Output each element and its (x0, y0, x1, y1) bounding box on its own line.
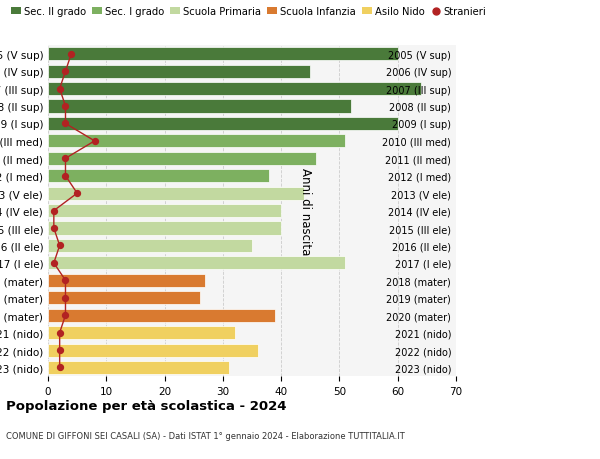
Bar (48, 135, 345, 148)
Point (55, 86, 64, 93)
Point (49, 207, 59, 215)
Bar (48, 118, 398, 131)
Bar (48, 187, 304, 200)
Point (61, 173, 70, 180)
Text: Popolazione per età scolastica - 2024: Popolazione per età scolastica - 2024 (6, 399, 287, 412)
Point (67, 51, 76, 58)
Point (61, 277, 70, 285)
Bar (48, 291, 200, 305)
Bar (48, 48, 398, 61)
Bar (48, 83, 421, 96)
Point (55, 347, 64, 354)
Bar (48, 344, 258, 357)
Point (55, 329, 64, 336)
Point (49, 260, 59, 267)
Point (90, 138, 100, 145)
Legend: Sec. II grado, Sec. I grado, Scuola Primaria, Scuola Infanzia, Asilo Nido, Stran: Sec. II grado, Sec. I grado, Scuola Prim… (11, 7, 487, 17)
Bar (48, 170, 269, 183)
Point (61, 103, 70, 111)
Bar (48, 222, 281, 235)
Text: COMUNE DI GIFFONI SEI CASALI (SA) - Dati ISTAT 1° gennaio 2024 - Elaborazione TU: COMUNE DI GIFFONI SEI CASALI (SA) - Dati… (6, 431, 405, 441)
Bar (48, 274, 205, 287)
Bar (48, 66, 310, 78)
Bar (48, 152, 316, 166)
Bar (48, 309, 275, 322)
Point (61, 121, 70, 128)
Point (61, 312, 70, 319)
Point (55, 242, 64, 250)
Bar (48, 326, 235, 339)
Point (49, 225, 59, 232)
Bar (48, 361, 229, 374)
Bar (48, 240, 252, 252)
Point (73, 190, 82, 197)
Point (55, 364, 64, 371)
Bar (48, 205, 281, 218)
Point (61, 294, 70, 302)
Y-axis label: Anni di nascita: Anni di nascita (299, 168, 312, 255)
Point (61, 155, 70, 162)
Bar (48, 100, 351, 113)
Bar (48, 257, 345, 270)
Point (61, 68, 70, 76)
